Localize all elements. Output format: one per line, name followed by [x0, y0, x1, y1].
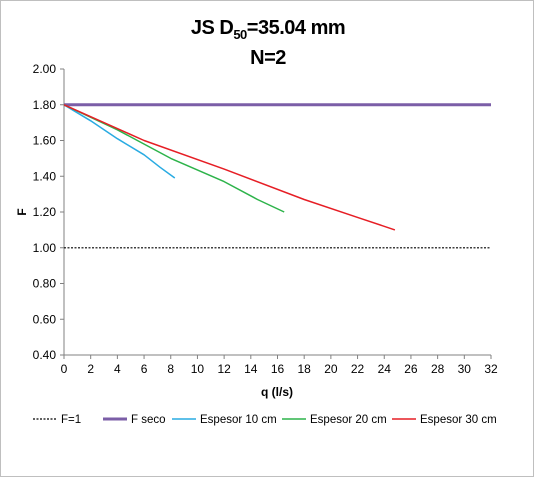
- x-tick-label: 32: [484, 362, 498, 376]
- chart-title: JS D50=35.04 mm: [191, 17, 345, 42]
- y-tick-label: 1.20: [33, 205, 57, 219]
- x-tick-label: 10: [191, 362, 205, 376]
- x-tick-label: 8: [167, 362, 174, 376]
- y-tick-label: 0.60: [33, 312, 57, 326]
- series-line-espesor-30-cm: [63, 104, 396, 231]
- y-tick-label: 1.80: [33, 98, 57, 112]
- legend: F=1 F seco Espesor 10 cm Espesor 20 cm Espes…: [33, 414, 497, 426]
- y-tick-label: 0.40: [33, 348, 57, 362]
- series-line-espesor-20-cm: [63, 104, 285, 213]
- x-tick-label: 24: [378, 362, 392, 376]
- axes-group: 0.400.600.801.001.201.401.601.802.000 2 4 6…: [33, 62, 498, 376]
- x-tick-label: 4: [114, 362, 121, 376]
- x-tick-label: 22: [351, 362, 365, 376]
- chart-title-suffix: =35.04 mm: [247, 17, 345, 39]
- y-tick-label: 0.80: [33, 277, 57, 291]
- chart-title-subscript: 50: [233, 27, 247, 42]
- x-axis-label: q (l/s): [261, 385, 293, 399]
- legend-label-f-seco: F seco: [131, 414, 166, 426]
- legend-label-f-1: F=1: [61, 414, 81, 426]
- y-tick-label: 1.60: [33, 134, 57, 148]
- y-tick-label: 1.40: [33, 169, 57, 183]
- x-tick-label: 26: [404, 362, 418, 376]
- x-tick-label: 18: [298, 362, 312, 376]
- x-tick-label: 16: [271, 362, 285, 376]
- x-tick-label: 12: [217, 362, 231, 376]
- legend-label-espesor-20-cm: Espesor 20 cm: [310, 414, 387, 426]
- x-tick-label: 6: [141, 362, 148, 376]
- x-tick-label: 0: [61, 362, 68, 376]
- y-tick-label: 1.00: [33, 241, 57, 255]
- x-tick-label: 28: [431, 362, 445, 376]
- x-tick-label: 20: [324, 362, 338, 376]
- legend-label-espesor-10-cm: Espesor 10 cm: [200, 414, 277, 426]
- y-axis-label: F: [15, 208, 29, 215]
- chart-subtitle: N=2: [250, 47, 286, 69]
- x-tick-label: 30: [458, 362, 472, 376]
- x-tick-label: 2: [87, 362, 94, 376]
- x-tick-label: 14: [244, 362, 258, 376]
- series-group: [63, 103, 491, 249]
- y-tick-label: 2.00: [33, 62, 57, 76]
- series-line-espesor-10-cm: [63, 104, 176, 179]
- legend-label-espesor-30-cm: Espesor 30 cm: [420, 414, 497, 426]
